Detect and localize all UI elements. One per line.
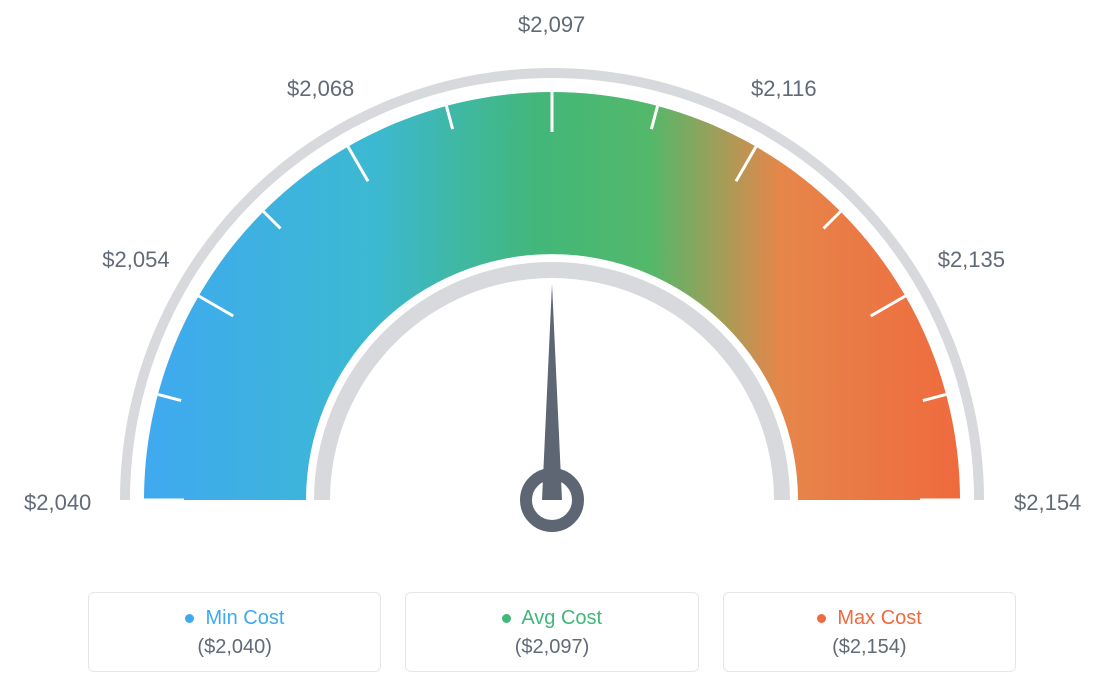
gauge-tick-label: $2,097 xyxy=(518,12,585,38)
gauge-area: $2,040 $2,054 $2,068 $2,097 $2,116 $2,135 $2,1… xyxy=(0,0,1104,560)
legend-title-max: Max Cost xyxy=(734,607,1005,630)
legend-label-min: Min Cost xyxy=(205,607,284,629)
gauge-tick-label: $2,054 xyxy=(102,247,169,273)
gauge-tick-label: $2,116 xyxy=(751,76,817,102)
legend-title-avg: Avg Cost xyxy=(416,607,687,630)
gauge-tick-label: $2,068 xyxy=(287,76,354,102)
legend-dot-max xyxy=(817,614,826,623)
legend-label-max: Max Cost xyxy=(837,607,921,629)
legend-card-max: Max Cost ($2,154) xyxy=(723,592,1016,672)
legend-card-avg: Avg Cost ($2,097) xyxy=(405,592,698,672)
legend-title-min: Min Cost xyxy=(99,607,370,630)
cost-gauge-chart: $2,040 $2,054 $2,068 $2,097 $2,116 $2,135 $2,1… xyxy=(0,0,1104,690)
legend-card-min: Min Cost ($2,040) xyxy=(88,592,381,672)
legend-value-min: ($2,040) xyxy=(99,636,370,659)
legend-dot-avg xyxy=(502,614,511,623)
gauge-tick-label: $2,154 xyxy=(1014,490,1081,516)
legend-label-avg: Avg Cost xyxy=(521,607,602,629)
gauge-tick-label: $2,135 xyxy=(938,247,1005,273)
legend-row: Min Cost ($2,040) Avg Cost ($2,097) Max … xyxy=(0,592,1104,672)
legend-value-max: ($2,154) xyxy=(734,636,1005,659)
gauge-tick-label: $2,040 xyxy=(24,490,91,516)
gauge-svg xyxy=(0,0,1104,560)
legend-dot-min xyxy=(185,614,194,623)
legend-value-avg: ($2,097) xyxy=(416,636,687,659)
